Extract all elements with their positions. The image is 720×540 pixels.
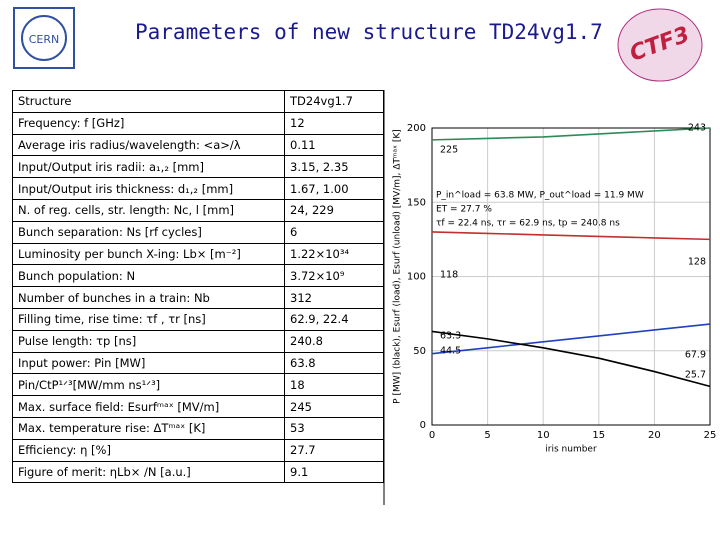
x-tick-label: 25 xyxy=(704,430,717,441)
value-cell: 9.1 xyxy=(284,460,384,484)
x-axis-label: iris number xyxy=(545,445,597,455)
cern-logo: CERN xyxy=(13,7,75,69)
y-tick-label: 50 xyxy=(413,346,426,357)
data-line xyxy=(431,323,711,355)
annotation: 128 xyxy=(688,257,706,268)
table-row: Efficiency: η [%] 27.7 xyxy=(12,438,384,462)
x-tick-label: 20 xyxy=(648,430,661,441)
annotation: 243 xyxy=(688,123,706,134)
value-cell: TD24vg1.7 xyxy=(284,90,384,113)
table-row: Figure of merit: ηLb× /N [a.u.] 9.1 xyxy=(12,460,384,484)
table-row: Number of bunches in a train: Nb 312 xyxy=(12,286,384,309)
note: τf = 22.4 ns, τr = 62.9 ns, tp = 240.8 n… xyxy=(436,219,620,229)
plot-frame xyxy=(431,127,711,426)
table-row: Average iris radius/wavelength: <a>/λ 0.1… xyxy=(12,133,384,157)
note: P_in^load = 63.8 MW, P_out^load = 11.9 M… xyxy=(436,191,644,201)
parameter-table: Structure TD24vg1.7 Frequency: f [GHz] 12 Av… xyxy=(12,90,384,484)
data-line xyxy=(431,127,711,141)
table-row: Pulse length: τp [ns] 240.8 xyxy=(12,329,384,353)
annotation: 118 xyxy=(440,270,458,281)
label-cell: Structure xyxy=(12,90,285,113)
annotation: 67.9 xyxy=(685,350,706,361)
table-row: Luminosity per bunch X-ing: Lb× [m⁻²] 1.2… xyxy=(12,242,384,266)
annotation: 25.7 xyxy=(685,370,706,381)
value-cell: 6 xyxy=(284,220,384,244)
value-cell: 240.8 xyxy=(284,329,384,353)
data-line xyxy=(431,330,711,388)
label-cell: Average iris radius/wavelength: <a>/λ xyxy=(12,133,285,157)
y-tick-label: 0 xyxy=(420,420,426,431)
data-line xyxy=(431,231,711,241)
annotation: 225 xyxy=(440,145,458,156)
x-tick-label: 5 xyxy=(484,430,490,441)
table-row: Pin/CtP¹ᐟ³[MW/mm ns¹ᐟ³] 18 xyxy=(12,373,384,397)
table-row: Filling time, rise time: τf , τr [ns] 62.… xyxy=(12,307,384,331)
y-tick-label: 100 xyxy=(407,272,426,283)
table-row: Input/Output iris radii: a₁,₂ [mm] 3.15, … xyxy=(12,155,384,179)
label-cell: Pulse length: τp [ns] xyxy=(12,329,285,353)
label-cell: Pin/CtP¹ᐟ³[MW/mm ns¹ᐟ³] xyxy=(12,373,285,397)
value-cell: 24, 229 xyxy=(284,198,384,222)
y-tick-label: 150 xyxy=(407,197,426,208)
x-tick-label: 15 xyxy=(592,430,605,441)
cern-text: CERN xyxy=(29,33,60,46)
value-cell: 312 xyxy=(284,286,384,309)
label-cell: Filling time, rise time: τf , τr [ns] xyxy=(12,307,285,331)
x-tick-label: 10 xyxy=(537,430,550,441)
note: ET = 27.7 % xyxy=(436,205,492,215)
slide-title: Parameters of new structure TD24vg1.7 xyxy=(135,20,603,44)
ctf-logo: CTF3 xyxy=(617,8,703,82)
annotation: 44.5 xyxy=(440,346,461,357)
y-tick-label: 200 xyxy=(407,123,426,134)
label-cell: Figure of merit: ηLb× /N [a.u.] xyxy=(12,460,285,484)
x-tick-label: 0 xyxy=(429,430,435,441)
table-row: Structure TD24vg1.7 xyxy=(12,90,384,113)
label-cell: Luminosity per bunch X-ing: Lb× [m⁻²] xyxy=(12,242,285,266)
annotation: 63.3 xyxy=(440,331,461,342)
label-cell: Input/Output iris radii: a₁,₂ [mm] xyxy=(12,155,285,179)
y-axis-label: P [MW] (black), Esurf (load), Esurf (unl… xyxy=(393,129,403,404)
label-cell: Efficiency: η [%] xyxy=(12,438,285,462)
table-row: Bunch population: N 3.72×10⁹ xyxy=(12,264,384,288)
value-cell: 12 xyxy=(284,111,384,135)
